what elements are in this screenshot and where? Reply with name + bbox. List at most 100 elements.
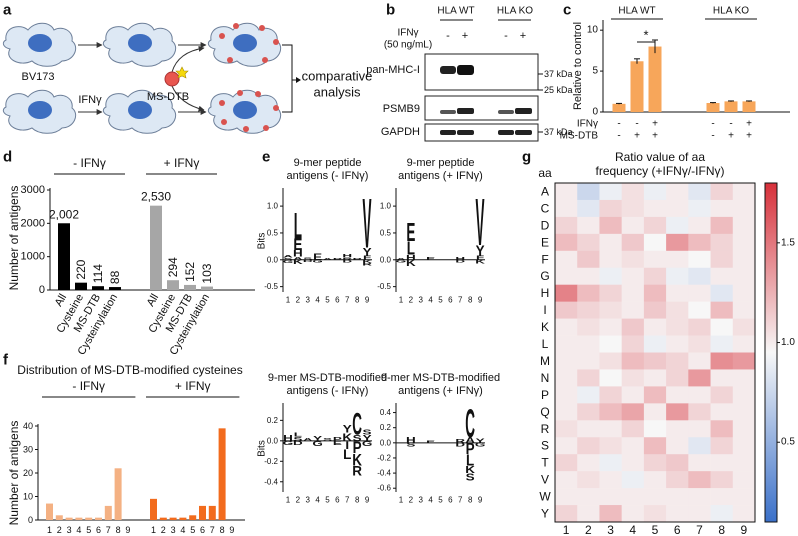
heatmap-cell <box>732 199 756 218</box>
blot-dose: (50 ng/mL) <box>384 40 432 51</box>
row-label: H <box>541 286 550 300</box>
heatmap-cell <box>577 352 600 370</box>
heatmap-cell <box>732 488 756 506</box>
marker-label: 37 kDa <box>544 127 573 137</box>
x-tick-label: 2 <box>409 496 414 505</box>
x-tick-label: 6 <box>448 296 453 305</box>
bar <box>85 517 93 520</box>
blot-group: HLA KO <box>497 6 533 17</box>
band <box>440 66 456 74</box>
band <box>515 130 532 135</box>
x-tick-label: 5 <box>438 496 443 505</box>
y-tick-label: 0.2 <box>267 416 279 425</box>
x-tick-label: 8 <box>468 296 473 305</box>
heatmap-cell <box>577 454 600 472</box>
heatmap-cell <box>621 454 645 472</box>
x-tick-label: 2 <box>296 296 301 305</box>
heatmap-cell <box>599 199 622 218</box>
y-tick-label: -0.5 <box>377 282 391 291</box>
row-label: F <box>541 252 548 266</box>
x-tick-label: All <box>53 292 70 309</box>
heatmap-cell <box>688 318 711 336</box>
colorbar-label: 0.5 <box>781 437 795 448</box>
heatmap-cell <box>599 437 622 455</box>
y-axis-label: Bits <box>257 440 268 457</box>
x-tick-label: 7 <box>345 496 350 505</box>
nucleus <box>128 101 152 119</box>
nucleus <box>28 101 52 119</box>
heatmap-cell <box>599 183 622 201</box>
bar <box>648 46 662 112</box>
y-tick-label: 2000 <box>21 217 45 229</box>
bar <box>179 517 187 520</box>
logo-letter: Y <box>313 435 322 443</box>
x-tick-label: All <box>145 292 162 309</box>
logo-letter: L <box>407 238 415 259</box>
heatmap-cell <box>555 301 578 319</box>
y-tick-label: 0.0 <box>267 255 279 264</box>
heatmap-cell <box>710 471 734 489</box>
heatmap-cell <box>732 233 756 252</box>
y-tick-label: -0.4 <box>264 477 278 486</box>
logo-letter: L <box>343 446 352 462</box>
row-label: I <box>543 303 546 317</box>
heatmap-cell <box>555 233 578 252</box>
x-tick-label: 9 <box>478 496 483 505</box>
heatmap-cell <box>710 437 734 455</box>
logo-title: antigens (+ IFNγ) <box>398 385 483 397</box>
heatmap-cell <box>688 352 711 370</box>
row-label: D <box>541 218 550 232</box>
logo-letter: L <box>466 453 474 470</box>
heatmap-cell <box>577 284 600 302</box>
heatmap-cell <box>643 369 667 387</box>
marker-label: 37 kDa <box>544 69 573 79</box>
condition-value: + <box>746 119 752 130</box>
row-label: W <box>539 490 551 504</box>
heatmap-cell <box>710 369 734 387</box>
condition-value: + <box>652 119 658 130</box>
logo-letter: H <box>283 434 293 443</box>
logo-letter: H <box>455 256 465 261</box>
heatmap-cell <box>621 233 645 252</box>
heatmap-cell <box>621 250 645 269</box>
logo-letter: S <box>406 443 415 449</box>
x-tick-label: 7 <box>345 296 350 305</box>
heatmap-cell <box>666 335 689 353</box>
x-tick-label: 1 <box>47 525 52 535</box>
logo-letter: E <box>293 236 302 255</box>
heatmap-cell <box>688 301 711 319</box>
heatmap-cell <box>621 318 645 336</box>
bar <box>630 61 644 112</box>
condition-name: MS-DTB <box>560 131 599 142</box>
heatmap-title: Ratio value of aa <box>615 150 705 164</box>
logo-letter: D <box>303 259 313 262</box>
heatmap-cell <box>621 420 645 438</box>
x-tick-label: 4 <box>428 296 433 305</box>
row-label: M <box>540 354 550 368</box>
heatmap-cell <box>577 199 600 218</box>
x-tick-label: 9 <box>365 296 370 305</box>
bar <box>742 101 756 112</box>
logo-letter: C <box>352 407 362 442</box>
heatmap-cell <box>643 471 667 489</box>
logo-letter: I <box>345 439 349 452</box>
column-label: 9 <box>741 523 748 536</box>
bar <box>92 286 104 290</box>
heatmap-cell <box>621 183 645 201</box>
x-tick-label: 3 <box>305 496 310 505</box>
x-tick-label: 6 <box>335 296 340 305</box>
y-tick-label: -0.2 <box>377 453 391 462</box>
cell-line: BV173 <box>21 71 54 83</box>
x-tick-label: 9 <box>125 525 130 535</box>
column-label: 7 <box>696 523 703 536</box>
logo-letter: G <box>312 259 323 263</box>
bar <box>150 205 162 290</box>
blot-treatment: IFNγ <box>397 28 418 39</box>
nucleus <box>128 34 152 52</box>
heatmap-cell <box>732 420 756 438</box>
heatmap-cell <box>666 318 689 336</box>
y-tick-label: 0.0 <box>267 436 279 445</box>
heatmap-cell <box>710 284 734 302</box>
logo-letter: S <box>466 471 475 483</box>
